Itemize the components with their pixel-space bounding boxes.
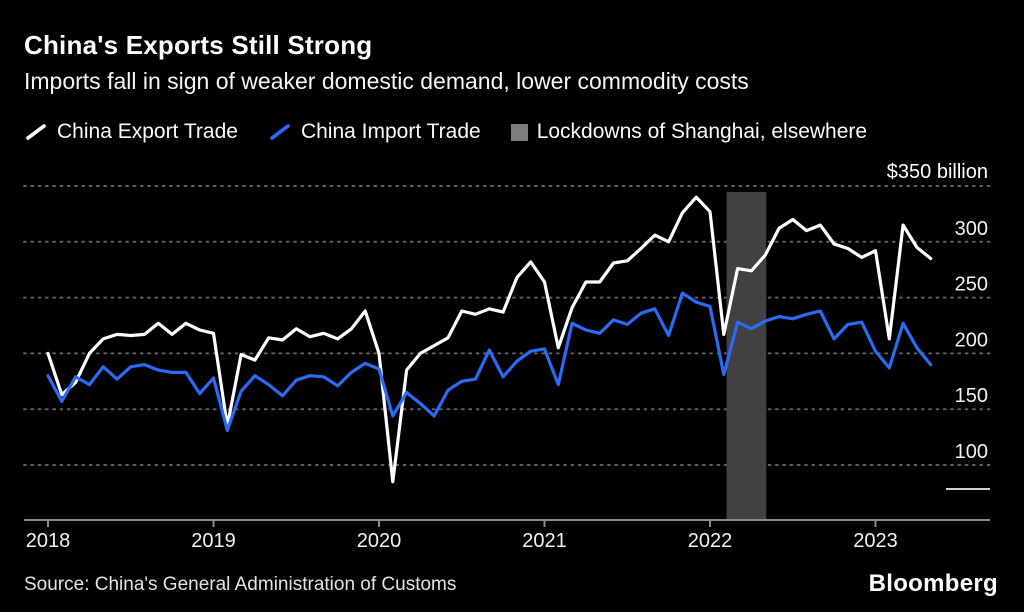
lockdown-band-swatch-icon <box>510 123 528 141</box>
legend-item-lockdowns: Lockdowns of Shanghai, elsewhere <box>510 120 868 144</box>
lockdown-band <box>726 192 767 520</box>
legend-item-exports: China Export Trade <box>24 120 238 144</box>
y-tick-label: 300 <box>955 218 988 240</box>
chart-subtitle: Imports fall in sign of weaker domestic … <box>24 68 749 94</box>
bloomberg-logo: Bloomberg <box>868 570 998 597</box>
source-note: Source: China's General Administration o… <box>24 574 457 595</box>
import-line-swatch-icon <box>270 124 290 140</box>
x-tick-label: 2020 <box>357 530 402 552</box>
legend-item-imports: China Import Trade <box>268 120 481 144</box>
x-tick-label: 2022 <box>688 530 733 552</box>
legend: China Export Trade China Import Trade Lo… <box>24 120 867 144</box>
x-tick-label: 2021 <box>522 530 567 552</box>
legend-label-exports: China Export Trade <box>57 120 238 143</box>
y-axis-top-label: $350 billion <box>887 161 988 183</box>
y-tick-label: 250 <box>955 274 988 296</box>
x-tick-label: 2018 <box>26 530 71 552</box>
gridlines <box>23 185 991 466</box>
legend-label-lockdowns: Lockdowns of Shanghai, elsewhere <box>536 120 868 143</box>
x-axis: 2018 2019 2020 2021 2022 2023 <box>24 519 990 552</box>
imports-line <box>46 291 933 432</box>
exports-line <box>46 195 933 484</box>
y-tick-label: 150 <box>955 385 988 407</box>
y-tick-label: 200 <box>955 329 988 351</box>
export-line-swatch-icon <box>26 124 46 140</box>
y-axis-labels: 100 150 200 250 300 $350 billion <box>887 161 988 463</box>
legend-label-imports: China Import Trade <box>300 120 481 143</box>
chart-title: China's Exports Still Strong <box>24 30 373 60</box>
x-tick-label: 2019 <box>191 530 236 552</box>
x-tick-label: 2023 <box>853 530 898 552</box>
y-tick-label: 100 <box>955 441 988 463</box>
